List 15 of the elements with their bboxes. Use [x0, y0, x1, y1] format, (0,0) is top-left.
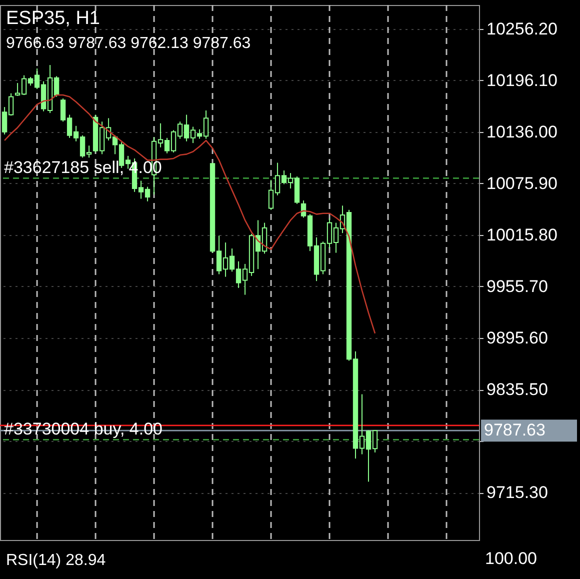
text: 9766.63 9787.63 9762.13 9787.63 [6, 35, 251, 52]
text: 100.00 [485, 549, 537, 568]
chart-title: ESP35, H1 [6, 8, 100, 29]
y-tick-label: 10015.80 [486, 225, 558, 244]
y-tick-label: 9835.50 [486, 380, 548, 400]
y-tick-label: 10075.90 [486, 174, 558, 193]
y-tick-label: 10196.10 [486, 70, 558, 90]
ref-line-label: 9787.63 [484, 420, 546, 440]
y-tick-label: 10136.00 [486, 122, 558, 142]
y-tick-label: 9955.70 [486, 276, 548, 296]
text: RSI(14) 28.94 [6, 552, 106, 569]
y-tick-label: 9895.60 [486, 328, 548, 348]
line-series [4, 94, 376, 334]
y-tick-label: 10256.20 [486, 19, 558, 38]
y-tick-label: 9715.30 [486, 483, 548, 502]
